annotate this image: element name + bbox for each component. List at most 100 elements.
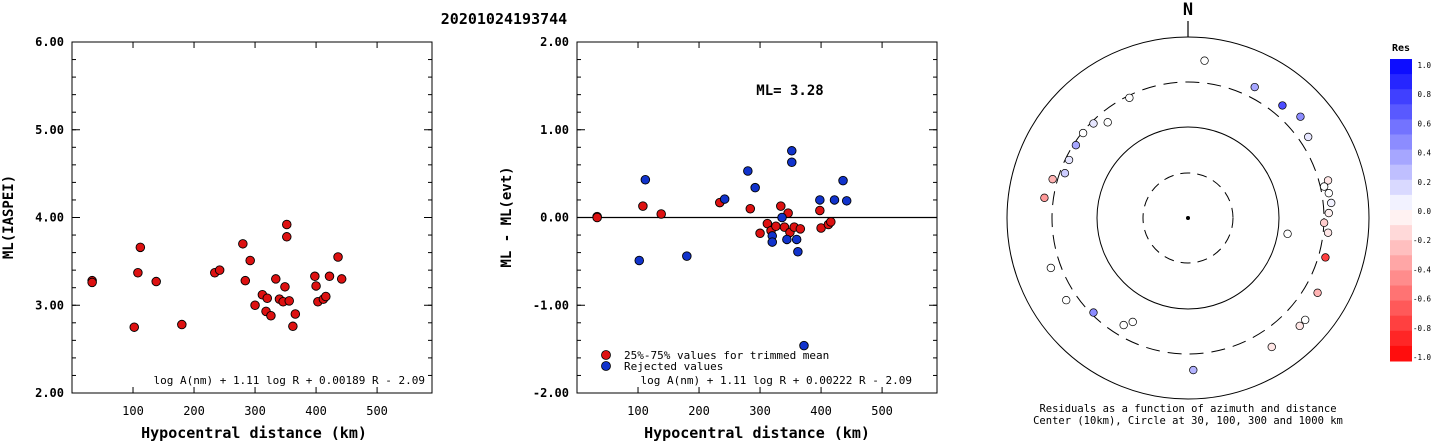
colorbar-cell [1390, 210, 1412, 226]
caption-line-2: Center (10km), Circle at 30, 100, 300 an… [1033, 415, 1343, 427]
station-residual [1189, 365, 1198, 375]
data-point [656, 209, 666, 219]
y-tick-label: 6.00 [35, 35, 64, 49]
colorbar-level-label: -1.0 [1413, 353, 1432, 362]
station-residual [1071, 141, 1081, 150]
data-point [290, 309, 301, 319]
station-residual [1200, 56, 1209, 65]
colorbar-cell [1390, 179, 1412, 196]
panel-ml-iaspei: 100 200 300 400 500 2.00 3.00 4.00 5.00 6.00 ML(… [1, 35, 433, 441]
y-tick-label: -1.00 [533, 298, 569, 312]
data-point [829, 195, 840, 205]
data-point [333, 252, 343, 262]
data-point [250, 300, 260, 311]
data-point [682, 251, 692, 261]
colorbar-cell [1390, 59, 1412, 75]
x-tick-label: 100 [627, 404, 649, 418]
data-point [238, 239, 248, 249]
colorbar-cell [1390, 315, 1412, 332]
north-label: N [1183, 0, 1193, 20]
data-point [592, 212, 602, 223]
data-point [245, 255, 255, 266]
station-residual [1313, 288, 1322, 297]
formula: log A(nm) + 1.11 log R + 0.00222 R - 2.0… [640, 374, 912, 387]
colorbar-level-label: 0.2 [1417, 178, 1431, 187]
ml-annotation: ML= 3.28 [756, 83, 823, 99]
data-point [266, 311, 276, 321]
station-residual [1320, 182, 1329, 191]
x-tick-label: 200 [688, 404, 710, 418]
colorbar-title: Res [1392, 43, 1410, 54]
station-residual [1323, 176, 1333, 185]
data-point [282, 219, 292, 230]
y-tick-label: 3.00 [35, 298, 64, 312]
station-residual [1296, 112, 1305, 121]
station-residual [1319, 218, 1329, 227]
data-point [795, 224, 806, 234]
data-point [799, 340, 809, 351]
y-tick-label: 2.00 [35, 386, 64, 400]
plot-frame [71, 41, 433, 394]
colorbar-cell [1390, 134, 1412, 151]
x-ticks: 100 200 300 400 500 [627, 42, 893, 418]
colorbar-cell [1390, 270, 1412, 286]
station-residual [1040, 193, 1049, 202]
data-point [787, 157, 797, 167]
colorbar-level-label: -0.4 [1413, 265, 1432, 274]
station-residual [1046, 263, 1055, 273]
epicenter [1186, 216, 1190, 220]
data-point [826, 217, 836, 227]
data-point [750, 182, 760, 193]
station-residual [1278, 101, 1287, 110]
legend-marker-rejected [601, 361, 611, 371]
y-ticks: -2.00 -1.00 0.00 1.00 2.00 [533, 35, 937, 400]
data-point [240, 275, 251, 286]
colorbar-level-label: 0.0 [1417, 207, 1431, 216]
panel-ml-residual: 100 200 300 400 500 -2.00 -1.00 0.00 1.00 2.00 M… [499, 35, 938, 441]
colorbar-cells [1390, 59, 1412, 362]
y-tick-label: 1.00 [540, 123, 569, 137]
colorbar-level-label: 0.6 [1417, 119, 1431, 128]
colorbar-cell [1390, 89, 1412, 105]
station-residual [1062, 295, 1071, 305]
colorbar-cell [1390, 225, 1412, 241]
x-tick-label: 400 [305, 404, 327, 418]
colorbar-cell [1390, 300, 1412, 317]
data-point [755, 228, 765, 239]
data-point [280, 282, 290, 292]
station-residual [1295, 321, 1304, 331]
data-point [336, 274, 347, 284]
colorbar-labels: 1.0 0.8 0.6 0.4 0.2 0.0 -0.2 -0.4 -0.6 -0.8 -1.0 [1413, 61, 1432, 362]
data-point [87, 277, 97, 288]
colorbar-level-label: 0.4 [1417, 149, 1431, 158]
colorbar-cell [1390, 149, 1412, 166]
colorbar-cell [1390, 74, 1412, 90]
colorbar-cell [1390, 194, 1412, 211]
x-axis-label: Hypocentral distance (km) [644, 424, 870, 441]
legend-label-rejected: Rejected values [624, 360, 723, 373]
panel-azimuth-polar: N Residuals as a function of azimuth and… [1006, 0, 1370, 427]
y-ticks: 2.00 3.00 4.00 5.00 6.00 [35, 35, 432, 400]
ring-300km [1051, 81, 1325, 355]
data-point [271, 274, 281, 284]
station-residual [1089, 308, 1098, 317]
event-id-title: 20201024193744 [441, 10, 567, 28]
station-residual [1327, 198, 1336, 208]
station-residual [1267, 342, 1276, 352]
data-point [745, 203, 756, 214]
station-residual [1324, 208, 1333, 218]
station-residual [1283, 229, 1292, 238]
colorbar-cell [1390, 285, 1412, 302]
data-point [129, 322, 139, 332]
x-ticks: 100 200 300 400 500 [122, 42, 388, 418]
data-point [135, 242, 146, 253]
colorbar-level-label: 0.8 [1417, 90, 1431, 99]
colorbar-cell [1390, 330, 1412, 347]
data-point [841, 196, 852, 206]
y-tick-label: 0.00 [540, 211, 569, 225]
colorbar-level-label: -0.8 [1413, 324, 1432, 333]
formula: log A(nm) + 1.11 log R + 0.00189 R - 2.0… [153, 374, 425, 387]
data-point [288, 321, 298, 332]
data-point [310, 271, 320, 282]
